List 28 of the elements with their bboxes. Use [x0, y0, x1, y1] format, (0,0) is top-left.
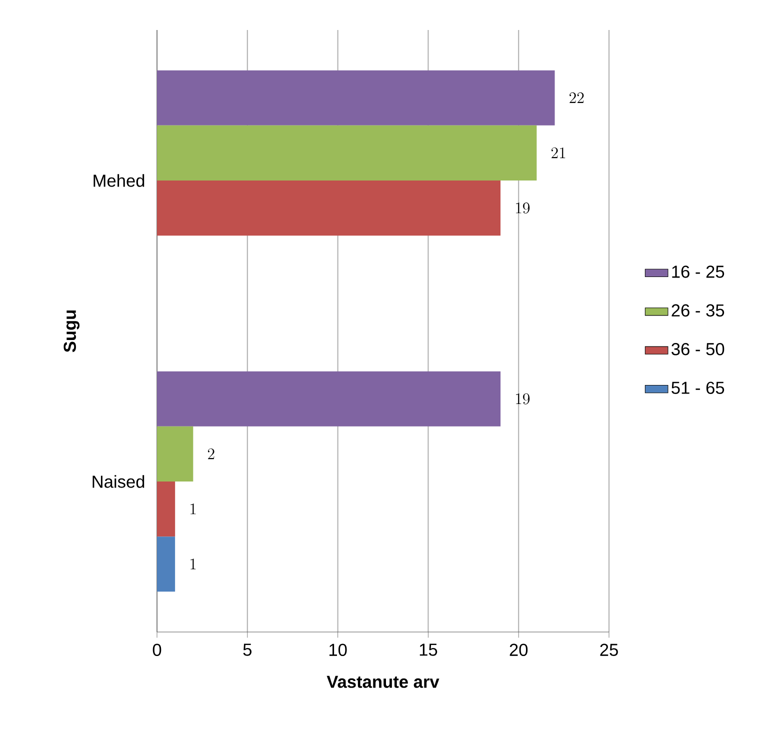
legend-label: 16 - 25 — [672, 266, 724, 278]
data-label: 2 — [208, 448, 214, 460]
x-tick-label: 5 — [243, 644, 252, 656]
x-axis-title: Vastanute arv — [326, 676, 440, 688]
x-tick-label: 20 — [510, 644, 528, 656]
legend-label: 26 - 35 — [672, 304, 724, 317]
bar — [157, 426, 194, 482]
data-label: 22 — [570, 92, 584, 104]
legend-label: 36 - 50 — [672, 343, 724, 356]
bar — [157, 125, 537, 181]
y-tick-label: Mehed — [94, 174, 144, 187]
y-axis-title: Sugu — [64, 310, 80, 352]
bar — [157, 482, 176, 537]
x-tick-label: 10 — [329, 644, 347, 656]
x-tick-label: 15 — [420, 644, 438, 656]
bar — [157, 371, 501, 426]
data-label: 1 — [190, 504, 196, 514]
y-tick-label: Naised — [92, 475, 144, 488]
data-label: 21 — [552, 147, 566, 158]
bar — [157, 180, 501, 236]
data-label: 1 — [190, 558, 196, 570]
x-tick-label: 0 — [152, 644, 162, 656]
legend-label: 51 - 65 — [672, 382, 724, 394]
bar — [157, 70, 555, 126]
bar — [157, 536, 176, 592]
x-tick-label: 25 — [600, 644, 618, 656]
data-label: 19 — [516, 393, 530, 404]
data-label: 19 — [516, 202, 530, 214]
